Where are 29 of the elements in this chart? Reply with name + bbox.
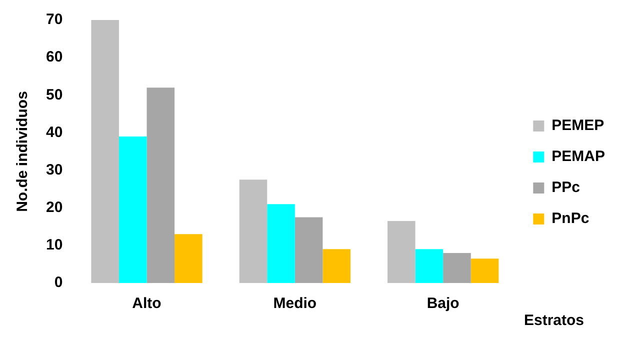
bar xyxy=(294,217,323,283)
y-tick-label: 60 xyxy=(46,48,63,66)
y-tick-label: 0 xyxy=(54,274,63,292)
legend-label: PPc xyxy=(552,179,580,196)
y-tick-label: 10 xyxy=(46,236,63,254)
y-axis-title: No.de individuos xyxy=(14,91,32,212)
x-tick-label: Medio xyxy=(273,295,317,312)
bar xyxy=(267,204,295,283)
y-tick-label: 30 xyxy=(46,161,63,178)
bar xyxy=(322,249,350,283)
y-tick-label: 50 xyxy=(46,86,63,104)
bar xyxy=(239,180,268,283)
y-tick-label: 40 xyxy=(46,124,63,141)
bar xyxy=(443,252,471,283)
y-tick-label: 70 xyxy=(46,11,63,28)
bar xyxy=(388,221,416,283)
x-tick-label: Bajo xyxy=(426,295,460,312)
legend-label: PEMAP xyxy=(552,148,605,166)
bar xyxy=(174,234,202,283)
legend-label: PEMEP xyxy=(552,117,604,134)
x-axis-title: Estratos xyxy=(524,312,584,329)
bar xyxy=(91,20,119,283)
bar xyxy=(118,136,147,283)
bar xyxy=(470,258,499,283)
bar xyxy=(146,88,175,283)
legend-label: PnPc xyxy=(552,210,590,228)
x-tick-label: Alto xyxy=(132,295,162,312)
bar xyxy=(415,249,444,283)
y-tick-label: 20 xyxy=(46,199,63,216)
